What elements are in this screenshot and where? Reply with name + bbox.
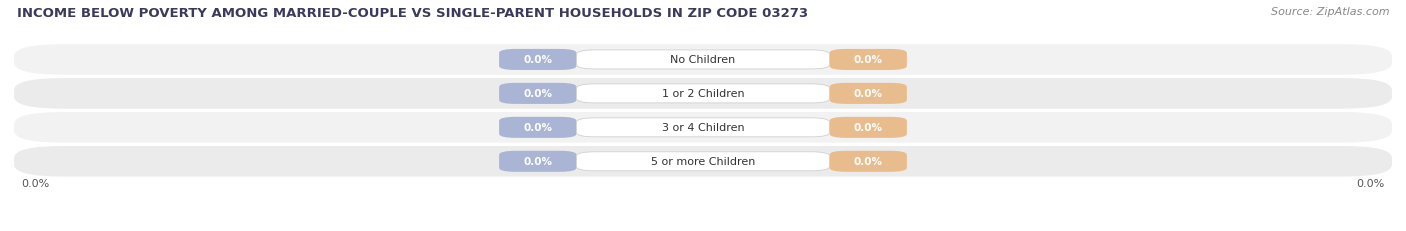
FancyBboxPatch shape (576, 152, 830, 171)
Text: 0.0%: 0.0% (1357, 178, 1385, 188)
Text: No Children: No Children (671, 55, 735, 65)
FancyBboxPatch shape (830, 50, 907, 71)
FancyBboxPatch shape (830, 83, 907, 104)
FancyBboxPatch shape (14, 79, 1392, 109)
Text: 5 or more Children: 5 or more Children (651, 157, 755, 167)
Text: 1 or 2 Children: 1 or 2 Children (662, 89, 744, 99)
Text: Source: ZipAtlas.com: Source: ZipAtlas.com (1271, 7, 1389, 17)
Text: 0.0%: 0.0% (853, 89, 883, 99)
FancyBboxPatch shape (14, 112, 1392, 143)
FancyBboxPatch shape (576, 118, 830, 137)
Text: 3 or 4 Children: 3 or 4 Children (662, 123, 744, 133)
Text: 0.0%: 0.0% (523, 123, 553, 133)
Text: 0.0%: 0.0% (523, 157, 553, 167)
FancyBboxPatch shape (576, 85, 830, 103)
Text: 0.0%: 0.0% (21, 178, 49, 188)
FancyBboxPatch shape (499, 50, 576, 71)
FancyBboxPatch shape (830, 151, 907, 172)
Text: 0.0%: 0.0% (523, 89, 553, 99)
Text: 0.0%: 0.0% (853, 157, 883, 167)
FancyBboxPatch shape (14, 146, 1392, 177)
FancyBboxPatch shape (499, 151, 576, 172)
Text: 0.0%: 0.0% (853, 55, 883, 65)
FancyBboxPatch shape (14, 45, 1392, 75)
Text: INCOME BELOW POVERTY AMONG MARRIED-COUPLE VS SINGLE-PARENT HOUSEHOLDS IN ZIP COD: INCOME BELOW POVERTY AMONG MARRIED-COUPL… (17, 7, 808, 20)
FancyBboxPatch shape (499, 117, 576, 138)
FancyBboxPatch shape (576, 51, 830, 70)
Text: 0.0%: 0.0% (853, 123, 883, 133)
Text: 0.0%: 0.0% (523, 55, 553, 65)
FancyBboxPatch shape (830, 117, 907, 138)
FancyBboxPatch shape (499, 83, 576, 104)
